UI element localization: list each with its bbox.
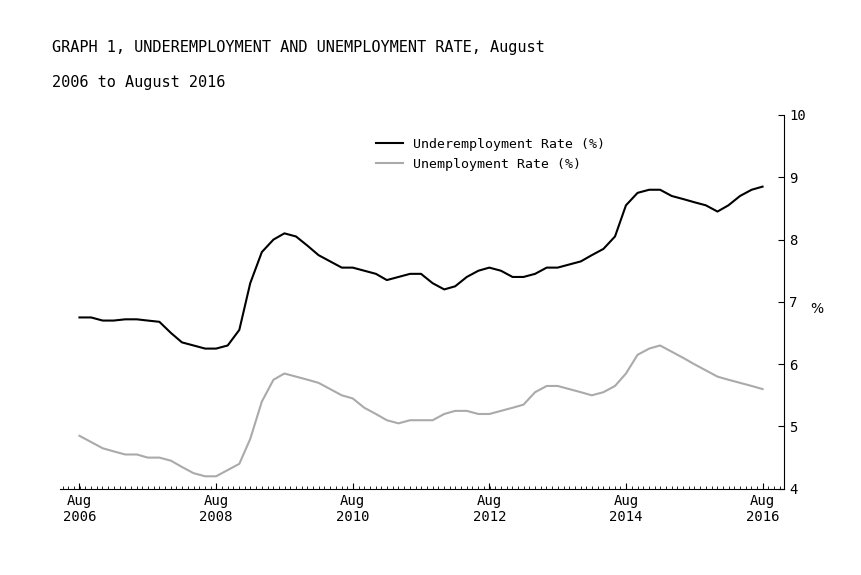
Underemployment Rate (%) <box>74 314 84 321</box>
Unemployment Rate (%) <box>325 386 335 393</box>
Unemployment Rate (%) <box>688 361 698 367</box>
Unemployment Rate (%) <box>222 467 232 474</box>
Line: Underemployment Rate (%): Underemployment Rate (%) <box>79 187 762 348</box>
Underemployment Rate (%) <box>325 258 335 265</box>
Line: Unemployment Rate (%): Unemployment Rate (%) <box>79 346 762 476</box>
Underemployment Rate (%) <box>449 283 460 290</box>
Unemployment Rate (%) <box>757 386 767 393</box>
Y-axis label: %: % <box>809 302 823 316</box>
Legend: Underemployment Rate (%), Unemployment Rate (%): Underemployment Rate (%), Unemployment R… <box>370 133 610 176</box>
Underemployment Rate (%) <box>245 279 255 286</box>
Unemployment Rate (%) <box>654 342 665 349</box>
Unemployment Rate (%) <box>245 435 255 442</box>
Unemployment Rate (%) <box>200 473 210 480</box>
Text: 2006 to August 2016: 2006 to August 2016 <box>52 75 225 90</box>
Underemployment Rate (%) <box>678 196 688 202</box>
Unemployment Rate (%) <box>74 432 84 439</box>
Underemployment Rate (%) <box>757 183 767 190</box>
Unemployment Rate (%) <box>495 408 505 415</box>
Text: GRAPH 1, UNDEREMPLOYMENT AND UNEMPLOYMENT RATE, August: GRAPH 1, UNDEREMPLOYMENT AND UNEMPLOYMEN… <box>52 40 544 55</box>
Underemployment Rate (%) <box>495 267 505 274</box>
Underemployment Rate (%) <box>200 345 210 352</box>
Underemployment Rate (%) <box>222 342 232 349</box>
Unemployment Rate (%) <box>449 408 460 415</box>
